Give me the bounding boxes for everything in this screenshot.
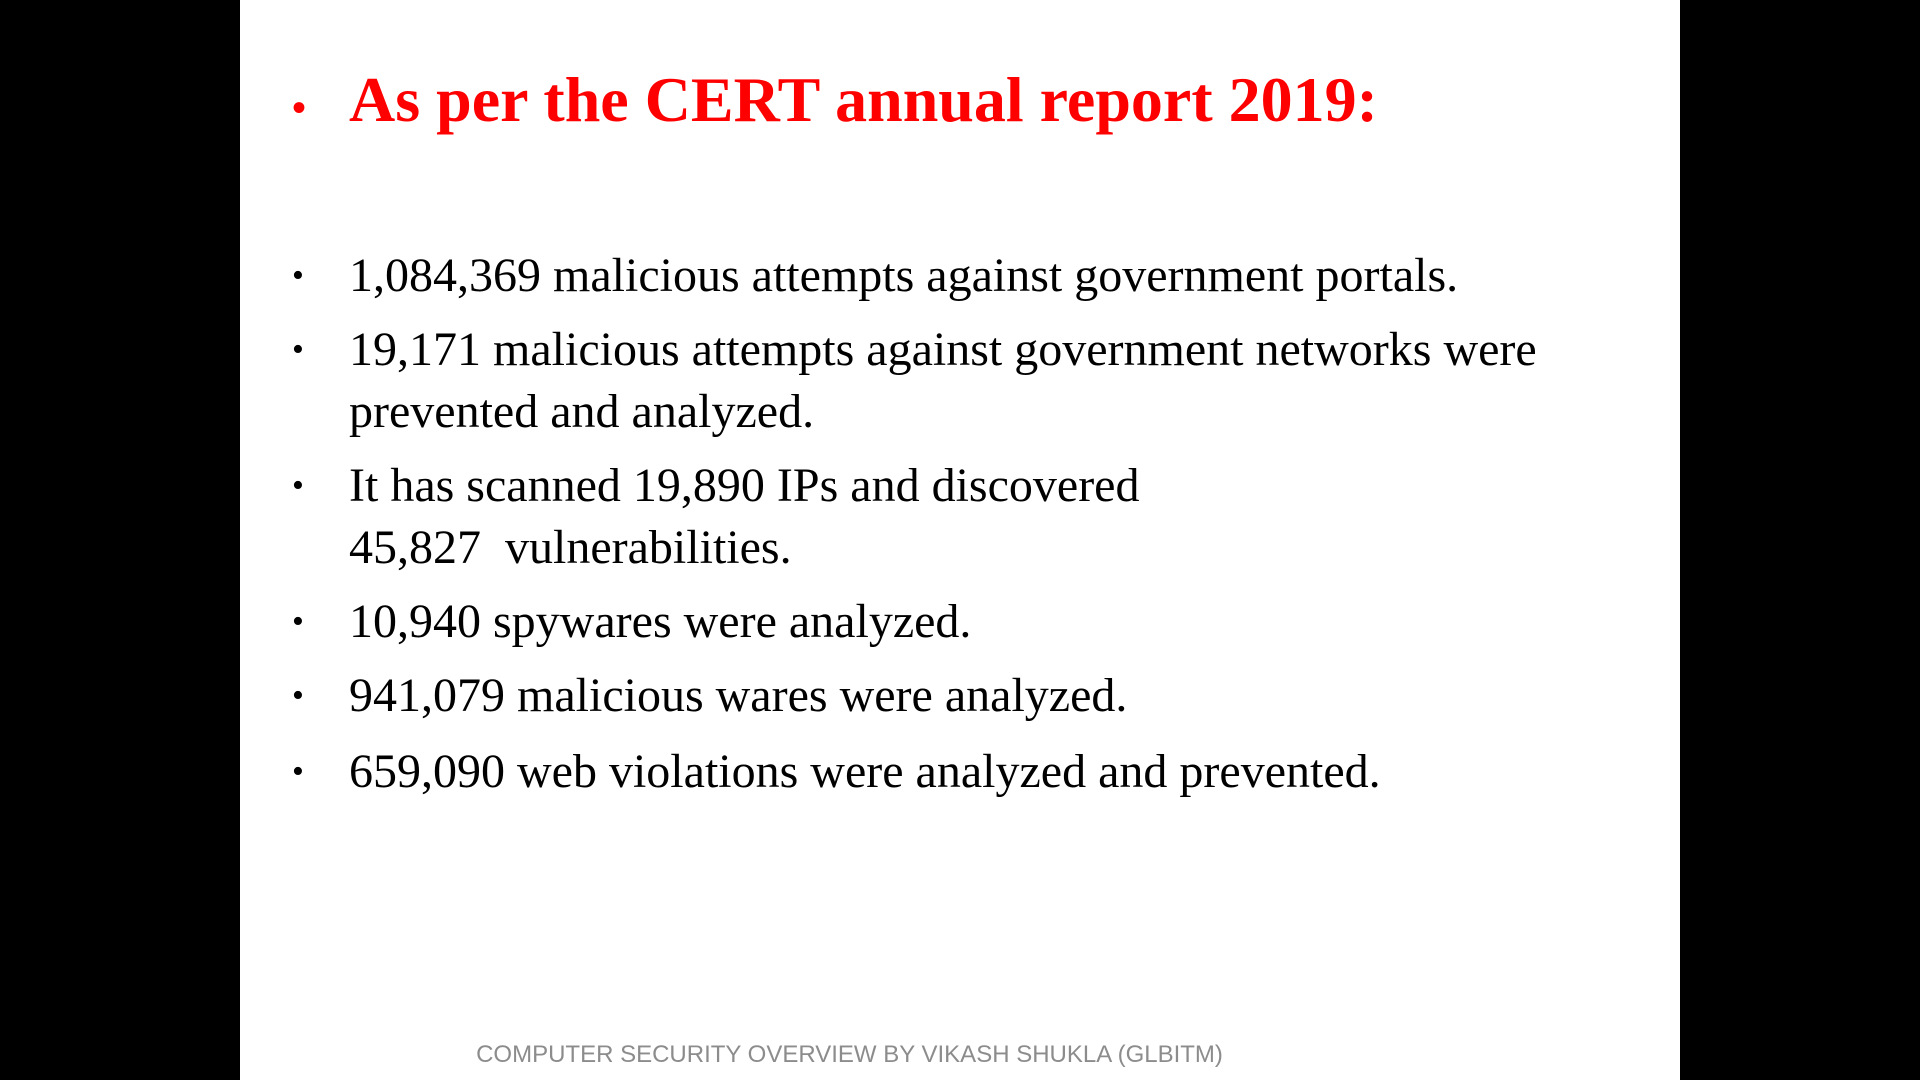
bullet-dot: • (292, 467, 304, 504)
heading-text: As per the CERT annual report 2019: (349, 64, 1378, 135)
bullet-item-portal-attempts: • 1,084,369 malicious attempts against g… (292, 245, 1662, 307)
slide-footer: COMPUTER SECURITY OVERVIEW BY VIKASH SHU… (476, 1041, 1223, 1068)
bullet-dot: • (292, 677, 304, 714)
bullet-text: 1,084,369 malicious attempts against gov… (349, 249, 1459, 302)
bullet-item-ip-scan: • It has scanned 19,890 IPs and discover… (292, 455, 1662, 579)
bullet-text: 659,090 web violations were analyzed and… (349, 745, 1381, 798)
slide-heading: • As per the CERT annual report 2019: (292, 62, 1378, 146)
bullet-list: • 1,084,369 malicious attempts against g… (292, 245, 1662, 815)
bullet-item-spywares: • 10,940 spywares were analyzed. (292, 591, 1662, 653)
bullet-text-continued: prevented and analyzed. (349, 385, 815, 438)
bullet-dot: • (292, 603, 304, 640)
bullet-item-malicious-wares: • 941,079 malicious wares were analyzed. (292, 665, 1662, 727)
bullet-text: It has scanned 19,890 IPs and discovered (349, 459, 1140, 512)
bullet-item-network-attempts: • 19,171 malicious attempts against gove… (292, 319, 1662, 443)
slide: • As per the CERT annual report 2019: • … (240, 0, 1680, 1080)
bullet-text-continued: 45,827 vulnerabilities. (349, 521, 792, 574)
bullet-dot: • (292, 753, 304, 790)
bullet-dot: • (292, 257, 304, 294)
bullet-item-web-violations: • 659,090 web violations were analyzed a… (292, 741, 1662, 803)
bullet-text: 941,079 malicious wares were analyzed. (349, 669, 1128, 722)
bullet-text: 10,940 spywares were analyzed. (349, 595, 972, 648)
bullet-text: 19,171 malicious attempts against govern… (349, 323, 1537, 376)
heading-bullet: • (292, 85, 307, 130)
bullet-dot: • (292, 331, 304, 368)
